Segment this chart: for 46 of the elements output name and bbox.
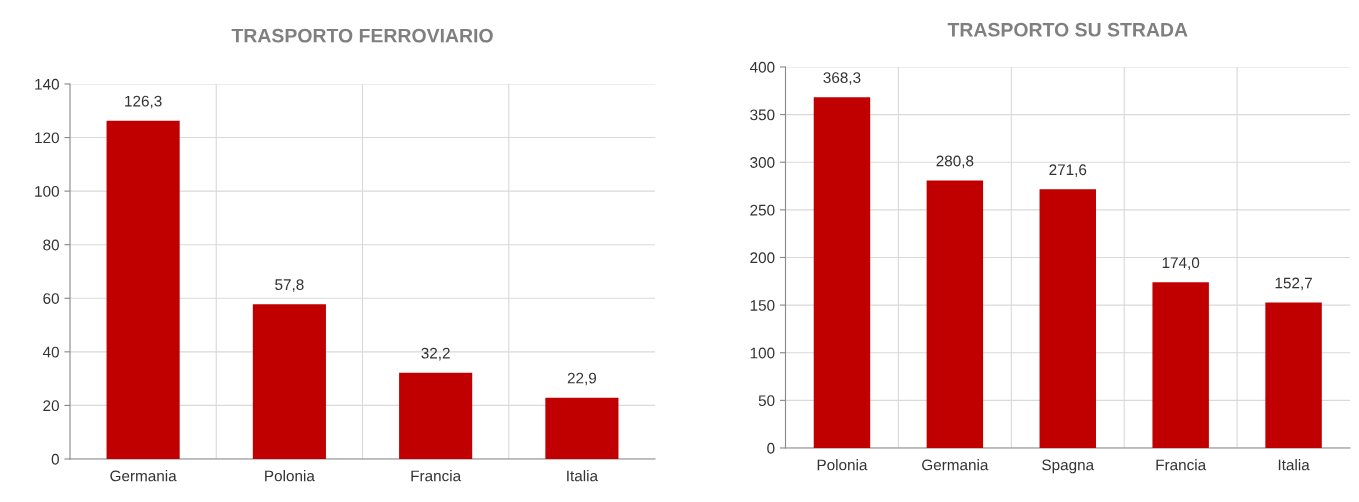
data-label: 57,8	[275, 279, 304, 292]
data-label: 152,7	[1275, 277, 1312, 291]
x-tick-label: Polonia	[817, 459, 868, 471]
x-tick-label: Germania	[110, 470, 177, 482]
x-tick-label: Francia	[1156, 459, 1207, 471]
x-tick-label: Polonia	[265, 470, 315, 482]
data-label: 126,3	[125, 95, 162, 109]
x-tick-label: Germania	[922, 459, 989, 471]
data-label: 22,9	[567, 372, 597, 386]
y-tick-label: 100	[750, 347, 775, 359]
bar	[252, 304, 326, 459]
y-tick-label: 100	[35, 185, 59, 197]
bar	[926, 180, 984, 448]
y-tick-label: 80	[43, 239, 59, 251]
y-tick-label: 150	[750, 299, 775, 311]
chart-title: TRASPORTO FERROVIARIO	[231, 28, 493, 43]
bar	[106, 120, 180, 459]
chart-title: TRASPORTO SU STRADA	[947, 22, 1188, 37]
y-tick-label: 60	[43, 293, 59, 304]
y-tick-label: 120	[35, 132, 59, 144]
y-tick-label: 40	[42, 346, 59, 358]
y-tick-label: 200	[750, 252, 775, 264]
x-tick-label: Italia	[1278, 459, 1310, 471]
y-tick-label: 400	[749, 61, 775, 73]
bar	[399, 372, 473, 459]
y-tick-label: 20	[43, 400, 59, 412]
data-label: 174,0	[1162, 257, 1200, 270]
y-tick-label: 140	[35, 78, 59, 90]
data-label: 271,6	[1049, 164, 1087, 177]
bar	[1152, 282, 1209, 448]
bar	[545, 397, 619, 459]
y-tick-label: 250	[750, 204, 775, 216]
y-tick-label: 0	[767, 442, 775, 454]
data-label: 368,3	[823, 72, 861, 85]
x-tick-label: Francia	[411, 470, 462, 482]
bar	[813, 97, 871, 448]
data-label: 32,2	[421, 347, 450, 361]
x-tick-label: Italia	[567, 470, 599, 482]
data-label: 280,8	[936, 155, 974, 169]
bar	[1039, 189, 1096, 448]
y-tick-label: 50	[758, 395, 775, 407]
y-tick-label: 300	[750, 157, 775, 168]
bar	[1265, 302, 1322, 448]
x-tick-label: Spagna	[1042, 459, 1095, 474]
y-tick-label: 0	[51, 453, 59, 465]
y-tick-label: 350	[750, 109, 775, 121]
